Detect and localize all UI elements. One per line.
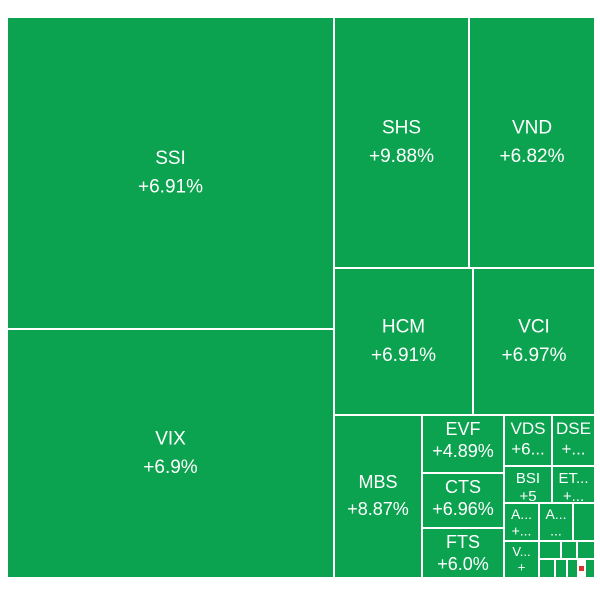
tile-name: VCI <box>518 316 550 337</box>
tile-name: VDS <box>511 419 546 438</box>
tile-change: + <box>518 559 526 574</box>
tile[interactable] <box>540 542 560 558</box>
tile[interactable] <box>540 560 554 577</box>
tile[interactable] <box>423 529 503 577</box>
tile-change: ... <box>550 523 562 539</box>
tile[interactable] <box>423 416 503 472</box>
tile-change: +... <box>563 488 584 505</box>
tile[interactable] <box>474 269 594 414</box>
tile-change: +6.91% <box>371 345 436 366</box>
tile-name: A... <box>545 506 566 522</box>
tile[interactable] <box>505 416 551 465</box>
tile-change: +... <box>561 439 585 458</box>
tile-change: +6.0% <box>437 554 489 574</box>
tile-name: MBS <box>358 472 397 492</box>
tile[interactable] <box>553 416 594 465</box>
tile[interactable] <box>8 330 333 577</box>
tile-name: SHS <box>382 117 421 138</box>
tile[interactable] <box>568 560 577 577</box>
tile-name: FTS <box>446 532 480 552</box>
tile[interactable] <box>562 542 576 558</box>
tile[interactable] <box>553 467 594 502</box>
tile-change: +6.91% <box>138 176 203 197</box>
tile-name: EVF <box>445 419 480 439</box>
tile[interactable] <box>335 18 468 267</box>
tile-change: +6.9% <box>143 457 198 478</box>
tile-change: +5 <box>519 488 536 505</box>
tile-name: VIX <box>155 428 186 449</box>
tile-name: CTS <box>445 477 481 497</box>
tile-name: ET... <box>558 470 588 487</box>
tile[interactable] <box>574 504 594 540</box>
tile-change: +9.88% <box>369 146 434 167</box>
tile[interactable] <box>540 504 572 540</box>
tile-change: +8.87% <box>347 499 409 519</box>
tile-name: DSE <box>556 419 591 438</box>
tile[interactable] <box>335 416 421 577</box>
tile-name: HCM <box>382 316 425 337</box>
tile-change: +6.96% <box>432 499 494 519</box>
tile[interactable] <box>335 269 472 414</box>
tile-change: +6.97% <box>502 345 567 366</box>
tile[interactable] <box>556 560 566 577</box>
tile[interactable] <box>578 542 594 558</box>
tile-name: V... <box>512 544 530 559</box>
tile[interactable] <box>505 542 538 577</box>
tile[interactable] <box>8 18 333 328</box>
tile[interactable] <box>505 467 551 502</box>
tile-change: +6.82% <box>500 146 565 167</box>
tile[interactable] <box>579 566 584 571</box>
tile-name: A... <box>511 506 532 522</box>
tile-change: +6... <box>511 439 545 458</box>
tile-name: SSI <box>155 148 186 169</box>
tile-name: VND <box>512 117 552 138</box>
tile[interactable] <box>423 474 503 527</box>
tile-change: +... <box>512 523 532 539</box>
tile[interactable] <box>586 560 594 577</box>
tile-change: +4.89% <box>432 441 494 461</box>
tile-name: BSI <box>516 470 540 487</box>
tile[interactable] <box>470 18 594 267</box>
tile[interactable] <box>505 504 538 540</box>
